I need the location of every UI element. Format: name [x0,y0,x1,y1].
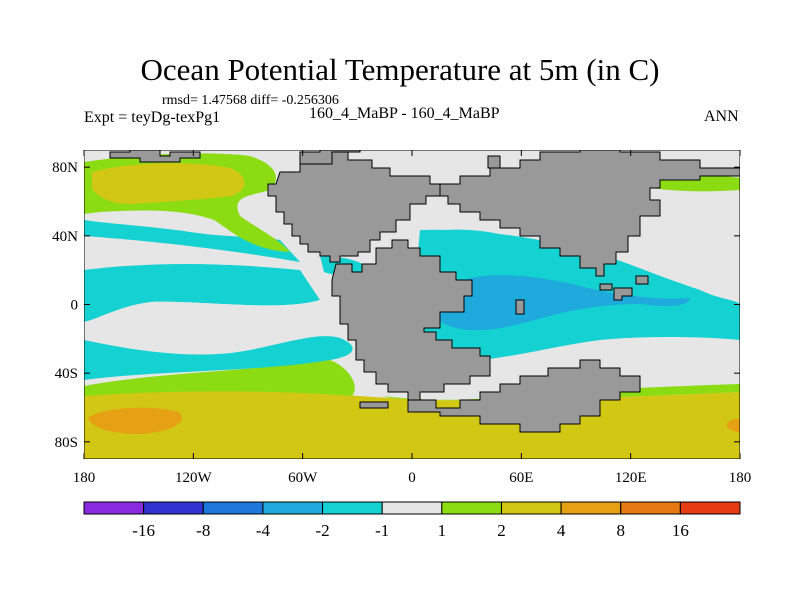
land-madagascar [515,299,525,315]
period-label: 160_4_MaBP - 160_4_MaBP [309,105,500,122]
experiment-label: Expt = teyDg-texPg1 [84,109,221,126]
lon-label: 180 [73,470,96,486]
colorbar-label: 16 [672,521,689,540]
colorbar-swatch [441,501,502,515]
colorbar-label: 1 [438,521,447,540]
colorbar-label: -1 [375,521,389,540]
land-arctic-island-1 [109,150,201,163]
plot-title: Ocean Potential Temperature at 5m (in C) [140,52,660,87]
lat-label: 80N [52,160,78,176]
colorbar-swatch [143,501,204,515]
contour-band-4to8-npacific [92,163,245,204]
contour-band-neg2to-1-pacific [84,264,320,322]
land-island-south-2 [599,283,613,291]
land-masses [109,150,740,433]
colorbar-swatch [262,501,324,515]
contour-band-neg2to-1-northeast [430,229,520,248]
colorbar-label: 4 [557,521,566,540]
colorbar-swatch [679,501,741,515]
contour-band-neg1to1-pacific-south [150,300,330,320]
colorbar-swatch [381,501,443,515]
land-south-america [331,239,491,401]
colorbar-label: -16 [132,521,155,540]
land-antarctica-australia [407,359,641,433]
land-island-south-1 [359,401,389,409]
land-greenland [487,155,501,169]
map-plot-area [84,150,740,459]
contour-band-neg4to-2-indian [430,275,690,331]
lat-label: 0 [71,298,79,314]
lat-axis-labels: 80N 40N 0 40S 80S [52,160,78,451]
lon-label: 120W [175,470,213,486]
lon-ticks [83,150,741,459]
colorbar-label: -2 [315,521,329,540]
lon-label: 180 [729,470,752,486]
land-indonesia-2 [635,275,649,285]
contour-band-8to16-south [88,407,183,434]
lat-label: 80S [55,435,78,451]
colorbar-label: 8 [616,521,625,540]
lat-label: 40N [52,229,78,245]
colorbar-swatch [83,501,145,515]
contour-band-2to4-south [84,360,355,396]
colorbar-swatch [202,501,264,515]
lon-label: 0 [408,470,416,486]
colorbar-label: -4 [256,521,271,540]
contour-band-neg2to-1-south [84,336,353,380]
land-eurasia [439,150,740,277]
lon-label: 120E [615,470,647,486]
colorbar-swatch [500,501,562,515]
lat-ticks [84,166,740,443]
land-arctic-island-2 [299,150,361,165]
lat-label: 40S [55,366,78,382]
contour-band-neg1to1-npacific [84,236,300,270]
season-label: ANN [704,108,739,125]
land-north-america [267,151,441,263]
stats-label: rmsd= 1.47568 diff= -0.256306 [162,93,339,108]
colorbar [83,501,741,515]
contour-band-2to4-southeast [384,384,740,401]
colorbar-label: -8 [196,521,210,540]
colorbar-swatch [322,501,383,515]
land-indonesia-1 [613,287,633,301]
lon-axis-labels: 180 120W 60W 0 60E 120E 180 [73,470,752,486]
colorbar-swatch [560,501,622,515]
contour-band-8to16-southeast [726,418,740,432]
colorbar-swatch [620,501,681,515]
lon-label: 60W [288,470,318,486]
colorbar-labels: -16 -8 -4 -2 -1 1 2 4 8 16 [132,521,689,540]
lon-label: 60E [509,470,533,486]
colorbar-label: 2 [497,521,506,540]
